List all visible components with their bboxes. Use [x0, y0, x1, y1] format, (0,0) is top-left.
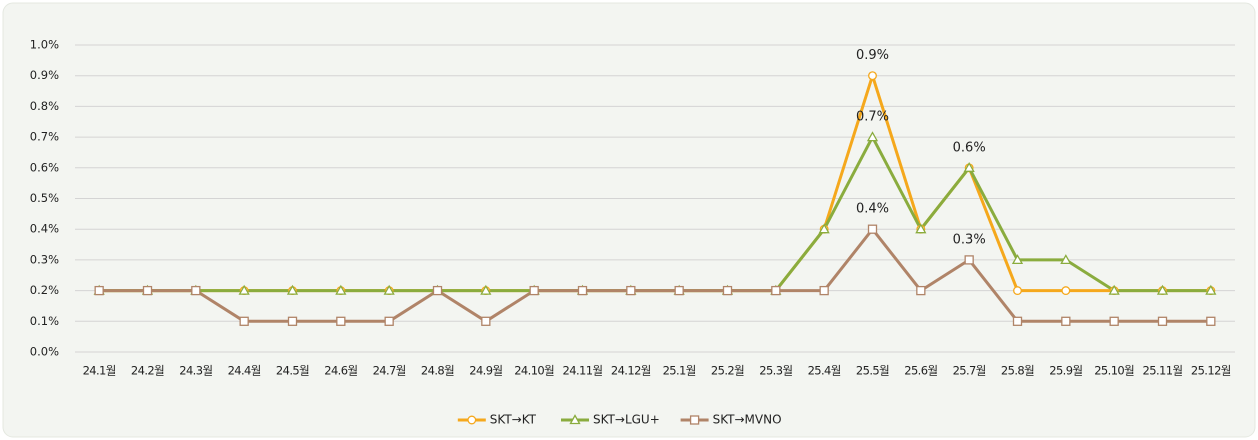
data-label: 0.3%	[953, 232, 986, 247]
marker	[722, 285, 733, 296]
legend-marker	[689, 415, 700, 425]
x-tick-label: 24.2월	[131, 364, 164, 378]
marker	[1013, 286, 1022, 296]
legend-item: SKT→MVNO	[680, 413, 782, 427]
marker	[383, 284, 395, 295]
x-tick-label: 25.2월	[711, 364, 744, 378]
x-tick-label: 24.10월	[514, 364, 554, 378]
y-tick-label: 0.3%	[30, 252, 59, 266]
x-tick-label: 24.11월	[563, 364, 603, 378]
y-tick-label: 0.9%	[30, 68, 59, 82]
marker	[867, 224, 878, 234]
marker	[577, 285, 588, 296]
y-tick-label: 0.4%	[30, 222, 59, 236]
x-tick-label: 25.8월	[1001, 364, 1034, 378]
x-tick-label: 25.10월	[1094, 364, 1134, 378]
marker	[287, 316, 298, 326]
marker	[238, 284, 250, 295]
marker	[1109, 316, 1119, 326]
marker	[336, 316, 346, 326]
data-label: 0.4%	[856, 202, 889, 217]
marker	[915, 223, 927, 234]
marker	[674, 285, 684, 296]
data-label: 0.9%	[856, 48, 889, 63]
marker	[432, 285, 443, 296]
legend-item: SKT→LGU+	[561, 413, 660, 427]
marker	[868, 71, 877, 81]
marker	[239, 316, 249, 326]
x-tick-label: 25.12월	[1191, 364, 1231, 378]
x-tick-label: 25.11월	[1143, 364, 1183, 378]
legend-label: SKT→KT	[490, 413, 537, 427]
series-line	[99, 227, 1211, 323]
y-tick-label: 0.8%	[30, 99, 59, 113]
x-tick-label: 24.6월	[324, 364, 357, 378]
marker	[1108, 284, 1120, 295]
y-tick-label: 0.0%	[30, 345, 59, 359]
marker	[142, 285, 153, 296]
marker	[916, 285, 926, 296]
x-tick-label: 24.1월	[83, 364, 116, 378]
marker	[286, 284, 299, 295]
marker	[1156, 284, 1169, 295]
marker	[1060, 254, 1072, 265]
x-tick-label: 25.4월	[808, 364, 841, 378]
legend-label: SKT→MVNO	[713, 413, 782, 427]
x-tick-label: 24.12월	[611, 364, 651, 378]
legend-marker	[569, 414, 581, 425]
marker	[866, 131, 879, 142]
legend-marker	[467, 415, 477, 425]
y-tick-label: 0.2%	[30, 283, 59, 297]
x-tick-label: 24.5월	[276, 364, 309, 378]
marker	[191, 285, 201, 296]
y-tick-label: 0.5%	[30, 191, 59, 205]
marker	[1011, 254, 1024, 265]
marker	[529, 285, 539, 296]
y-tick-label: 1.0%	[30, 38, 59, 52]
x-tick-label: 25.5월	[856, 364, 889, 378]
marker	[1157, 316, 1168, 326]
marker	[1206, 316, 1216, 326]
marker	[771, 285, 781, 296]
marker	[1205, 284, 1217, 295]
x-tick-label: 24.8월	[421, 364, 454, 378]
marker	[480, 284, 492, 295]
x-tick-label: 24.9월	[469, 364, 502, 378]
marker	[481, 316, 491, 326]
x-tick-label: 25.6월	[904, 364, 937, 378]
marker	[963, 161, 975, 172]
marker	[1061, 316, 1071, 326]
marker	[818, 223, 830, 234]
y-tick-label: 0.6%	[30, 160, 59, 174]
marker	[94, 285, 104, 296]
y-tick-label: 0.1%	[30, 314, 59, 328]
x-tick-label: 24.7월	[373, 364, 406, 378]
marker	[1012, 316, 1023, 326]
x-tick-label: 24.4월	[228, 364, 261, 378]
data-label: 0.6%	[953, 140, 986, 155]
x-tick-label: 24.3월	[179, 364, 212, 378]
x-tick-label: 25.3월	[759, 364, 792, 378]
data-label: 0.7%	[856, 110, 889, 125]
x-tick-label: 25.7월	[953, 364, 986, 378]
marker	[626, 285, 636, 296]
legend-item: SKT→KT	[457, 413, 537, 427]
y-tick-label: 0.7%	[30, 130, 59, 144]
legend-label: SKT→LGU+	[593, 413, 660, 427]
marker	[1061, 286, 1071, 296]
x-tick-label: 25.1월	[663, 364, 696, 378]
marker	[819, 285, 829, 296]
marker	[384, 316, 394, 326]
marker	[964, 255, 974, 265]
marker	[335, 284, 347, 295]
x-tick-label: 25.9월	[1049, 364, 1082, 378]
